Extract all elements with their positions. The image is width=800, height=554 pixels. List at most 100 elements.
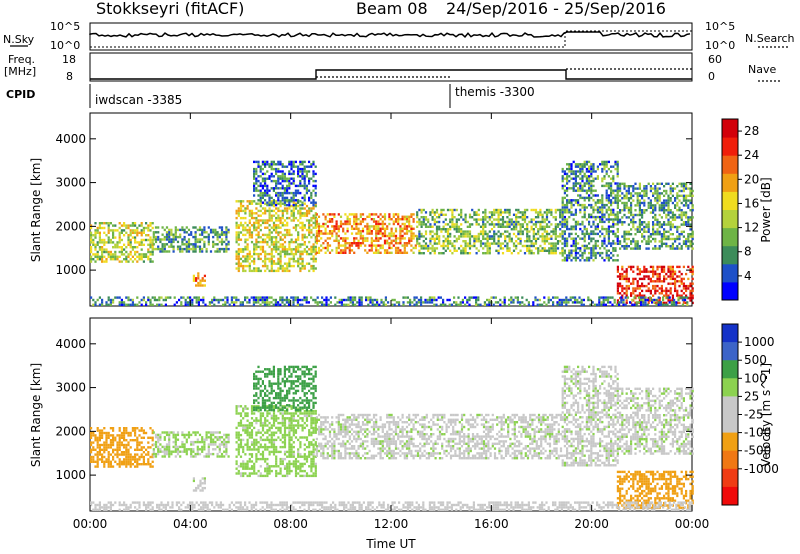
echo-cell bbox=[405, 230, 409, 233]
echo-cell bbox=[488, 298, 491, 302]
echo-cell bbox=[433, 223, 436, 226]
echo-cell bbox=[248, 219, 251, 222]
echo-cell bbox=[96, 455, 99, 459]
echo-cell bbox=[94, 301, 97, 304]
echo-cell bbox=[603, 242, 606, 245]
echo-cell bbox=[594, 189, 597, 192]
echo-cell bbox=[399, 227, 402, 230]
echo-cell bbox=[678, 265, 681, 269]
echo-cell bbox=[435, 237, 439, 240]
echo-cell bbox=[484, 211, 487, 214]
echo-cell bbox=[294, 245, 298, 249]
echo-cell bbox=[270, 172, 273, 176]
echo-cell bbox=[619, 189, 622, 193]
echo-cell bbox=[568, 199, 571, 202]
echo-cell bbox=[602, 301, 605, 304]
echo-cell bbox=[159, 450, 162, 453]
echo-cell bbox=[358, 303, 361, 306]
echo-cell bbox=[255, 212, 258, 215]
echo-cell bbox=[346, 218, 349, 221]
echo-cell bbox=[314, 301, 317, 304]
echo-cell bbox=[299, 226, 302, 229]
echo-cell bbox=[399, 237, 402, 240]
echo-cell bbox=[98, 458, 101, 461]
echo-cell bbox=[645, 289, 648, 293]
echo-cell bbox=[647, 206, 650, 209]
echo-cell bbox=[453, 240, 456, 243]
echo-cell bbox=[660, 270, 663, 273]
echo-cell bbox=[563, 184, 566, 188]
echo-cell bbox=[116, 229, 119, 232]
echo-cell bbox=[90, 241, 93, 244]
echo-cell bbox=[368, 225, 371, 228]
echo-cell bbox=[114, 236, 117, 239]
echo-cell bbox=[301, 221, 304, 225]
echo-cell bbox=[605, 254, 608, 257]
echo-cell bbox=[678, 280, 681, 283]
echo-cell bbox=[599, 235, 602, 238]
echo-cell bbox=[194, 250, 197, 253]
echo-cell bbox=[281, 212, 284, 215]
echo-cell bbox=[261, 221, 265, 225]
echo-cell bbox=[676, 192, 679, 195]
echo-cell bbox=[406, 301, 409, 304]
echo-cell bbox=[297, 172, 300, 176]
echo-cell bbox=[103, 448, 106, 451]
echo-cell bbox=[438, 235, 441, 238]
echo-cell bbox=[612, 220, 615, 224]
echo-cell bbox=[528, 252, 531, 255]
echo-cell bbox=[488, 218, 491, 221]
echo-cell bbox=[98, 443, 101, 447]
echo-cell bbox=[211, 298, 214, 302]
echo-cell bbox=[625, 197, 628, 200]
echo-cell bbox=[212, 231, 215, 234]
echo-cell bbox=[266, 201, 269, 204]
echo-cell bbox=[174, 235, 177, 239]
echo-cell bbox=[322, 225, 325, 228]
echo-cell bbox=[161, 445, 164, 449]
echo-cell bbox=[519, 223, 522, 226]
echo-cell bbox=[142, 458, 145, 461]
echo-cell bbox=[283, 245, 287, 249]
echo-cell bbox=[401, 227, 404, 230]
echo-cell bbox=[157, 433, 160, 437]
echo-cell bbox=[663, 189, 666, 193]
echo-cell bbox=[376, 303, 379, 306]
echo-cell bbox=[257, 255, 260, 258]
echo-cell bbox=[328, 244, 332, 247]
echo-cell bbox=[630, 294, 633, 297]
echo-cell bbox=[235, 257, 238, 261]
echo-cell bbox=[109, 463, 112, 466]
echo-cell bbox=[632, 240, 635, 243]
echo-cell bbox=[483, 303, 486, 306]
echo-cell bbox=[105, 250, 108, 254]
echo-cell bbox=[364, 249, 367, 252]
echo-cell bbox=[335, 246, 338, 250]
echo-cell bbox=[636, 213, 639, 217]
echo-cell bbox=[299, 243, 302, 246]
echo-cell bbox=[420, 298, 423, 302]
echo-cell bbox=[339, 249, 343, 252]
echo-cell bbox=[561, 230, 564, 233]
echo-cell bbox=[634, 240, 637, 243]
echo-cell bbox=[248, 202, 251, 205]
echo-cell bbox=[125, 246, 128, 249]
echo-cell bbox=[537, 232, 540, 236]
echo-cell bbox=[197, 272, 200, 275]
echo-cell bbox=[461, 301, 464, 304]
echo-cell bbox=[112, 258, 115, 261]
echo-cell bbox=[587, 298, 590, 302]
echo-cell bbox=[328, 251, 332, 254]
echo-cell bbox=[634, 192, 637, 195]
echo-cell bbox=[357, 218, 360, 221]
echo-cell bbox=[532, 232, 535, 236]
echo-cell bbox=[429, 237, 432, 240]
echo-cell bbox=[277, 260, 280, 263]
echo-cell bbox=[386, 249, 389, 252]
echo-cell bbox=[563, 196, 566, 200]
echo-cell bbox=[486, 244, 489, 248]
echo-cell bbox=[167, 296, 170, 299]
echo-cell bbox=[649, 277, 652, 281]
echo-cell bbox=[550, 252, 553, 255]
echo-cell bbox=[581, 184, 584, 188]
